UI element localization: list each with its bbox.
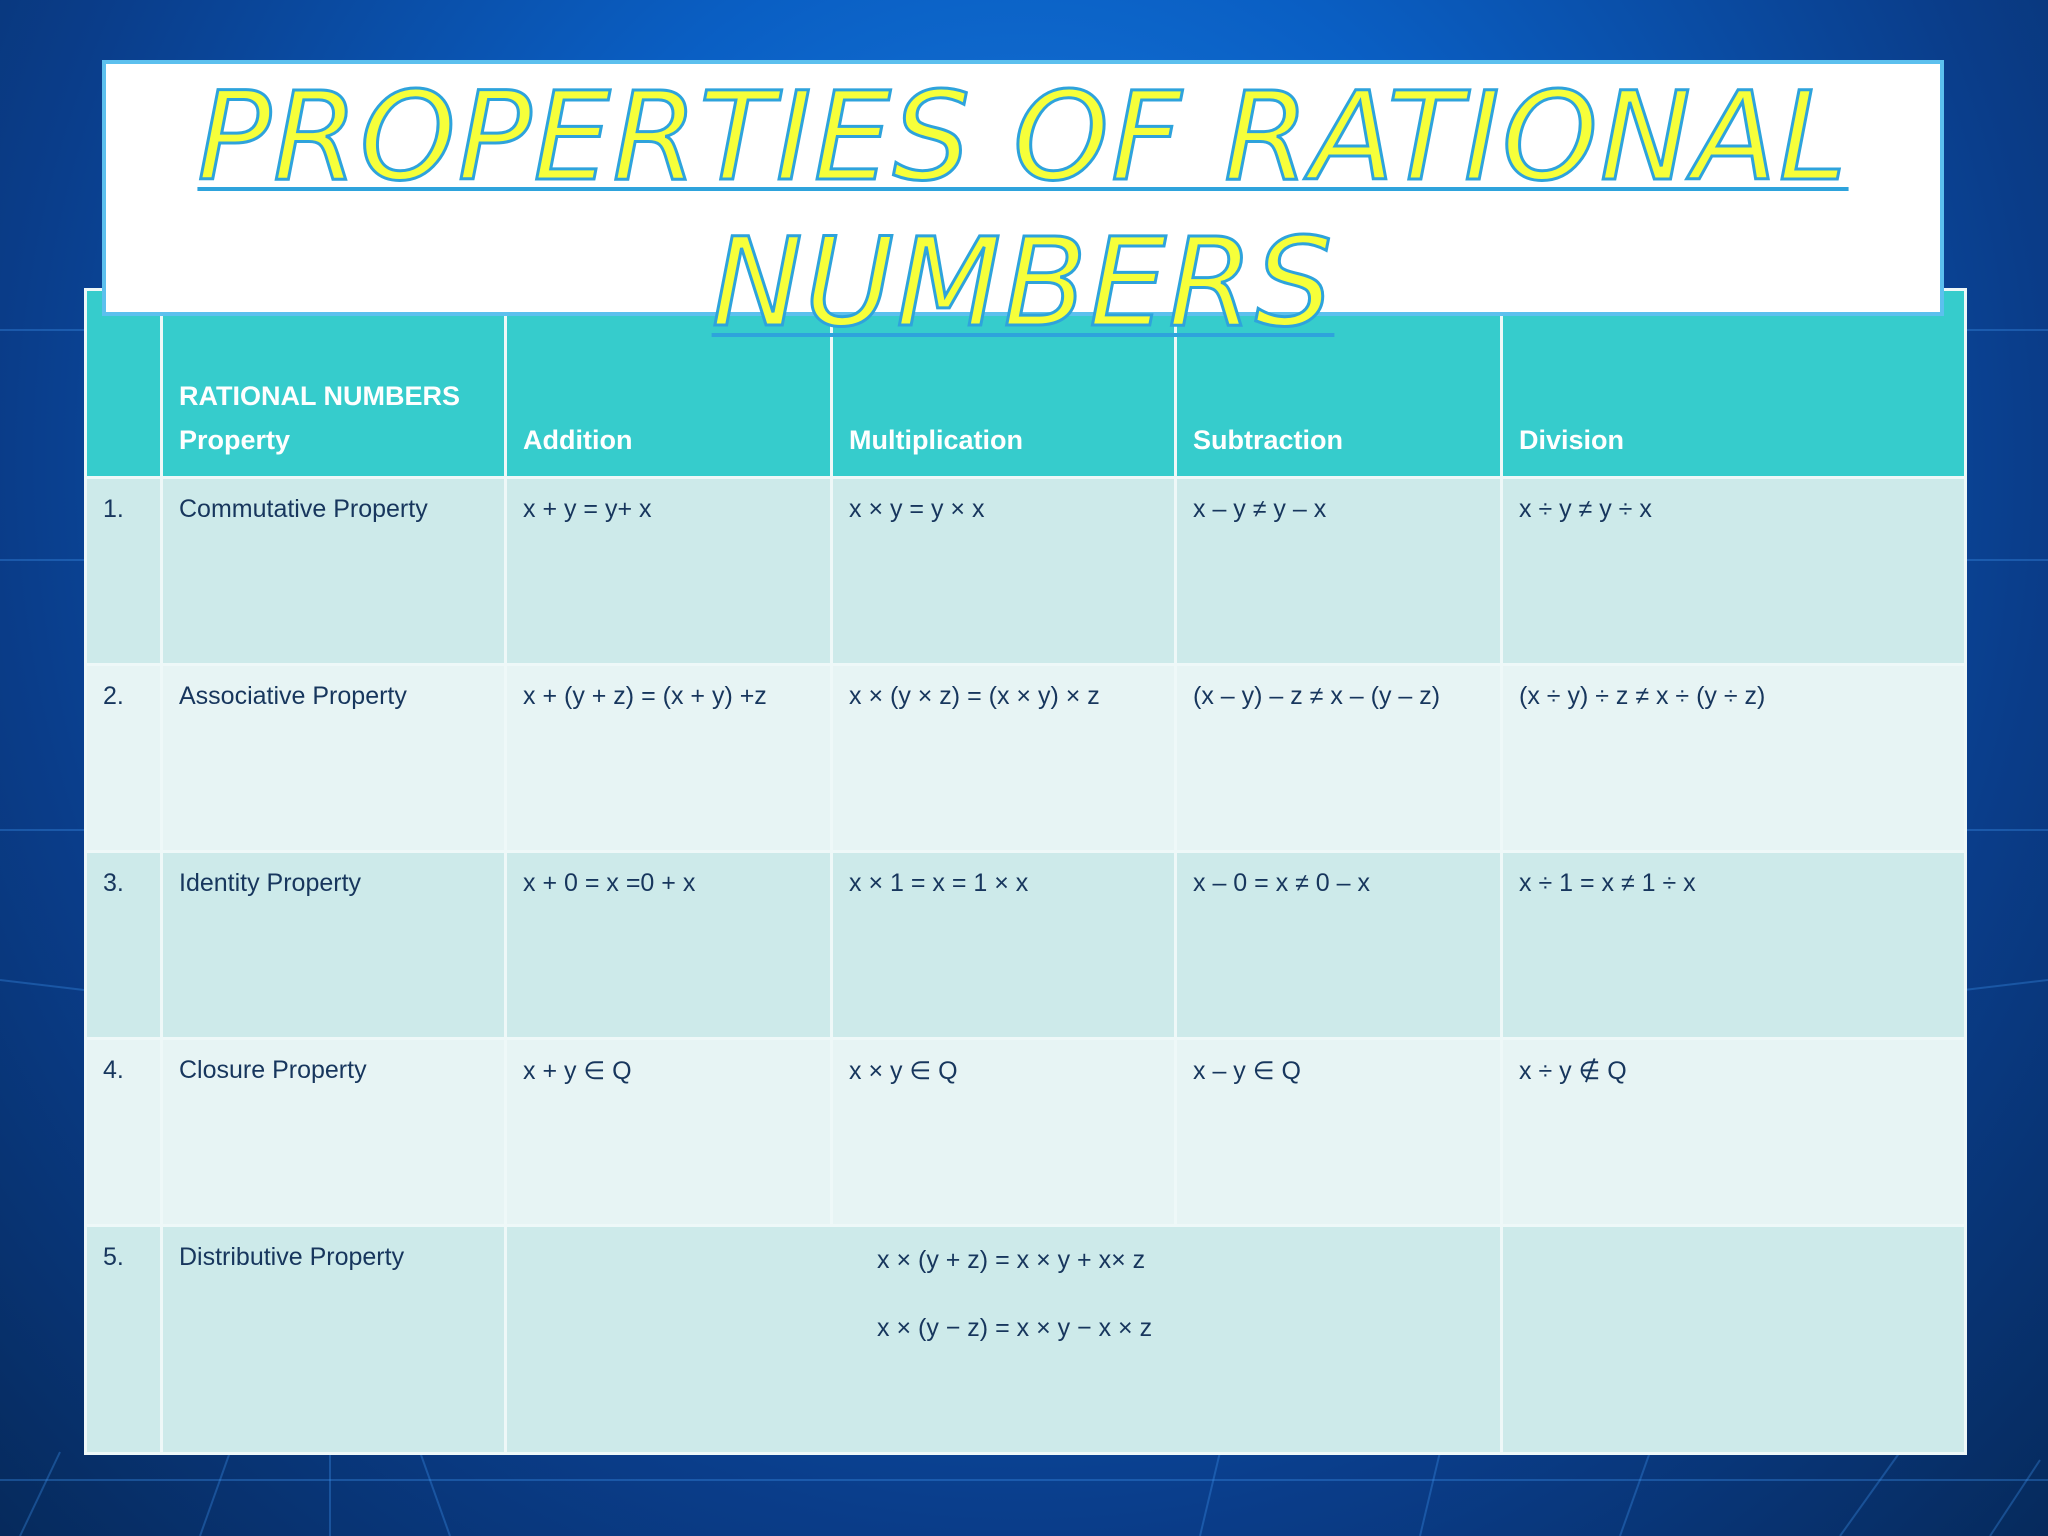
multiplication-cell: x × 1 = x = 1 × x (830, 850, 1177, 1040)
distributive-formula-addition: x × (y + z) = x × y + x× z (877, 1246, 1146, 1274)
multiplication-cell: x × y = y × x (830, 476, 1177, 666)
subtraction-cell: (x – y) – z ≠ x – (y – z) (1174, 663, 1503, 853)
header-division: Division (1500, 288, 1967, 479)
division-cell: x ÷ y ∉ Q (1500, 1037, 1967, 1227)
subtraction-cell: x – y ≠ y – x (1174, 476, 1503, 666)
table-row-associative: 2. Associative Property x + (y + z) = (x… (84, 663, 1967, 853)
row-number: 5. (84, 1224, 163, 1455)
property-name: Identity Property (160, 850, 507, 1040)
row-number: 2. (84, 663, 163, 853)
addition-cell: x + y ∈ Q (504, 1037, 833, 1227)
header-addition: Addition (504, 288, 833, 479)
subtraction-cell: x – 0 = x ≠ 0 – x (1174, 850, 1503, 1040)
header-num (84, 288, 163, 479)
addition-cell: x + 0 = x =0 + x (504, 850, 833, 1040)
distributive-formula-cell: x × (y + z) = x × y + x× z x × (y − z) =… (504, 1224, 1503, 1455)
table-row-commutative: 1. Commutative Property x + y = y+ x x ×… (84, 476, 1967, 666)
header-property: RATIONAL NUMBERS Property (160, 288, 507, 479)
table-row-distributive: 5. Distributive Property x × (y + z) = x… (84, 1224, 1967, 1455)
property-name: Associative Property (160, 663, 507, 853)
division-cell: x ÷ y ≠ y ÷ x (1500, 476, 1967, 666)
title-line-1: PROPERTIES OF RATIONAL (196, 65, 1849, 210)
division-cell: (x ÷ y) ÷ z ≠ x ÷ (y ÷ z) (1500, 663, 1967, 853)
row-number: 3. (84, 850, 163, 1040)
row-number: 1. (84, 476, 163, 666)
header-subtraction: Subtraction (1174, 288, 1503, 479)
distributive-formula-subtraction: x × (y − z) = x × y − x × z (877, 1314, 1153, 1342)
subtraction-cell: x – y ∈ Q (1174, 1037, 1503, 1227)
header-property-line2: Property (179, 425, 291, 455)
table-row-identity: 3. Identity Property x + 0 = x =0 + x x … (84, 850, 1967, 1040)
addition-cell: x + y = y+ x (504, 476, 833, 666)
table-row-closure: 4. Closure Property x + y ∈ Q x × y ∈ Q … (84, 1037, 1967, 1227)
header-multiplication: Multiplication (830, 288, 1177, 479)
slide-title: PROPERTIES OF RATIONAL NUMBERS (106, 64, 1940, 356)
properties-table: RATIONAL NUMBERS Property Addition Multi… (84, 288, 1967, 1455)
multiplication-cell: x × (y × z) = (x × y) × z (830, 663, 1177, 853)
division-cell: x ÷ 1 = x ≠ 1 ÷ x (1500, 850, 1967, 1040)
table-header-row: RATIONAL NUMBERS Property Addition Multi… (84, 288, 1967, 479)
property-name: Commutative Property (160, 476, 507, 666)
row-number: 4. (84, 1037, 163, 1227)
multiplication-cell: x × y ∈ Q (830, 1037, 1177, 1227)
title-line-2: NUMBERS (710, 211, 1335, 356)
division-cell (1500, 1224, 1967, 1455)
header-property-line1: RATIONAL NUMBERS (179, 381, 460, 411)
property-name: Distributive Property (160, 1224, 507, 1455)
property-name: Closure Property (160, 1037, 507, 1227)
title-banner: PROPERTIES OF RATIONAL NUMBERS (102, 60, 1944, 356)
addition-cell: x + (y + z) = (x + y) +z (504, 663, 833, 853)
